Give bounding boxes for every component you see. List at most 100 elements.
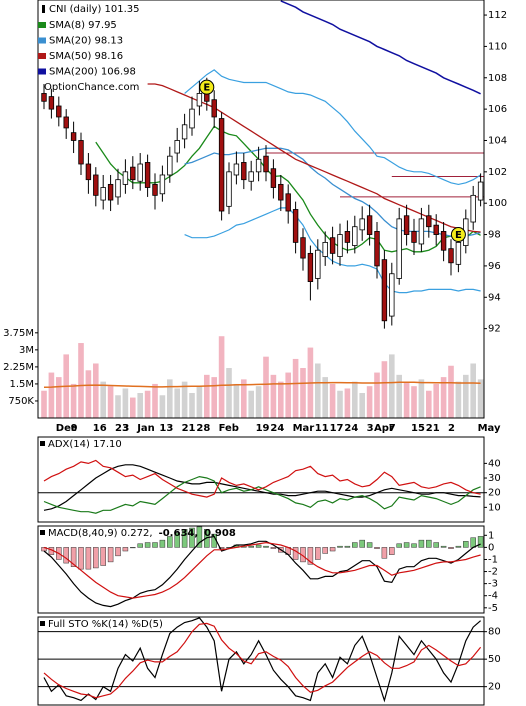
volume-bar bbox=[130, 397, 136, 418]
candle-body bbox=[100, 187, 106, 201]
volume-tick-label: 750K bbox=[8, 396, 34, 407]
candle-body bbox=[144, 162, 151, 188]
x-tick-label: 24 bbox=[344, 423, 358, 434]
x-tick-label: Feb bbox=[219, 423, 239, 434]
volume-bar bbox=[263, 356, 269, 418]
macd-histogram-bar bbox=[189, 527, 195, 548]
candle-body bbox=[78, 140, 84, 165]
y-tick-label: 96 bbox=[488, 261, 501, 272]
y-tick-label: 40 bbox=[488, 458, 501, 469]
volume-bar bbox=[359, 393, 365, 418]
volume-bar bbox=[352, 381, 358, 418]
macd-histogram-bar bbox=[403, 542, 410, 548]
volume-bar bbox=[477, 379, 484, 418]
indicator-line bbox=[43, 464, 481, 511]
macd-histogram-bar bbox=[374, 547, 380, 549]
legend-swatch bbox=[42, 5, 45, 13]
macd-histogram-bar bbox=[263, 545, 269, 548]
volume-bar bbox=[255, 386, 262, 418]
volume-bar bbox=[292, 358, 299, 418]
x-tick-label: 11 bbox=[315, 423, 329, 434]
volume-bar bbox=[366, 386, 373, 418]
candle-body bbox=[218, 118, 225, 212]
macd-histogram-bar bbox=[411, 543, 417, 548]
x-tick-label: Dec bbox=[56, 423, 77, 434]
volume-bar bbox=[270, 374, 277, 418]
legend-label: SMA(8) 97.95 bbox=[49, 20, 117, 31]
x-tick-label: 19 bbox=[256, 423, 270, 434]
panel-title: Full STO %K(14) %D(5) bbox=[48, 619, 163, 630]
y-tick-label: 80 bbox=[488, 627, 501, 638]
macd-histogram-bar bbox=[292, 547, 299, 560]
x-tick-label: 7 bbox=[389, 423, 396, 434]
volume-bar bbox=[41, 390, 47, 418]
candle-body bbox=[159, 174, 166, 195]
macd-line bbox=[43, 541, 481, 599]
volume-bar bbox=[174, 388, 180, 418]
earnings-label: E bbox=[455, 230, 462, 241]
volume-bar bbox=[211, 377, 217, 418]
volume-bar bbox=[181, 381, 188, 418]
volume-bar bbox=[411, 386, 417, 418]
legend-swatch bbox=[40, 621, 45, 626]
volume-bar bbox=[56, 377, 62, 418]
candle-body bbox=[233, 163, 240, 176]
legend-label: CNI (daily) 101.35 bbox=[49, 4, 140, 15]
macd-histogram-bar bbox=[122, 547, 129, 552]
macd-histogram-bar bbox=[418, 539, 425, 548]
candle-body bbox=[352, 226, 358, 246]
candle-body bbox=[329, 237, 336, 254]
y-tick-label: -5 bbox=[488, 603, 498, 614]
macd-histogram-bar bbox=[78, 547, 84, 570]
candle-body bbox=[152, 183, 158, 196]
volume-bar bbox=[78, 343, 84, 418]
x-tick-label: Mar bbox=[293, 423, 315, 434]
volume-bar bbox=[374, 372, 380, 418]
candle-body bbox=[396, 218, 402, 279]
macd-histogram-bar bbox=[63, 547, 69, 564]
legend-swatch bbox=[38, 22, 46, 28]
candle-body bbox=[389, 273, 395, 317]
y-tick-label: -3 bbox=[488, 579, 498, 590]
macd-histogram-bar bbox=[448, 547, 454, 549]
x-tick-label: Apr bbox=[374, 423, 394, 434]
candle-body bbox=[174, 140, 180, 154]
volume-bar bbox=[115, 395, 121, 418]
sma-line bbox=[184, 147, 481, 239]
macd-histogram-bar bbox=[152, 542, 158, 548]
x-tick-label: 21 bbox=[426, 423, 440, 434]
y-tick-label: 50 bbox=[488, 654, 501, 665]
candle-body bbox=[440, 231, 447, 251]
macd-histogram-bar bbox=[100, 547, 106, 566]
volume-bar bbox=[159, 395, 166, 418]
macd-histogram-bar bbox=[137, 543, 143, 548]
candle-body bbox=[322, 241, 328, 257]
candle-body bbox=[270, 168, 277, 188]
y-tick-label: 92 bbox=[488, 324, 501, 335]
candle-body bbox=[455, 241, 462, 265]
macd-histogram-bar bbox=[477, 536, 484, 548]
sma-line bbox=[147, 83, 481, 233]
macd-histogram-bar bbox=[455, 545, 462, 548]
volume-bar bbox=[337, 390, 343, 418]
candle-body bbox=[63, 116, 69, 129]
y-tick-label: 98 bbox=[488, 230, 501, 241]
macd-histogram-bar bbox=[159, 539, 166, 548]
volume-tick-label: 3.75M bbox=[3, 328, 34, 339]
volume-bar bbox=[300, 368, 306, 418]
indicator-line bbox=[43, 622, 482, 699]
y-tick-label: 1 bbox=[488, 530, 494, 541]
candle-body bbox=[292, 209, 299, 243]
volume-bar bbox=[93, 363, 99, 418]
candle-body bbox=[315, 249, 321, 279]
macd-histogram-bar bbox=[352, 542, 358, 548]
sma-line bbox=[280, 0, 481, 95]
candle-body bbox=[130, 166, 136, 181]
candle-body bbox=[93, 174, 99, 196]
candle-body bbox=[85, 163, 92, 181]
volume-bar bbox=[137, 393, 143, 418]
x-tick-label: 9 bbox=[71, 423, 78, 434]
legend-swatch bbox=[40, 530, 45, 535]
candle-body bbox=[226, 171, 232, 207]
candle-body bbox=[426, 215, 432, 228]
